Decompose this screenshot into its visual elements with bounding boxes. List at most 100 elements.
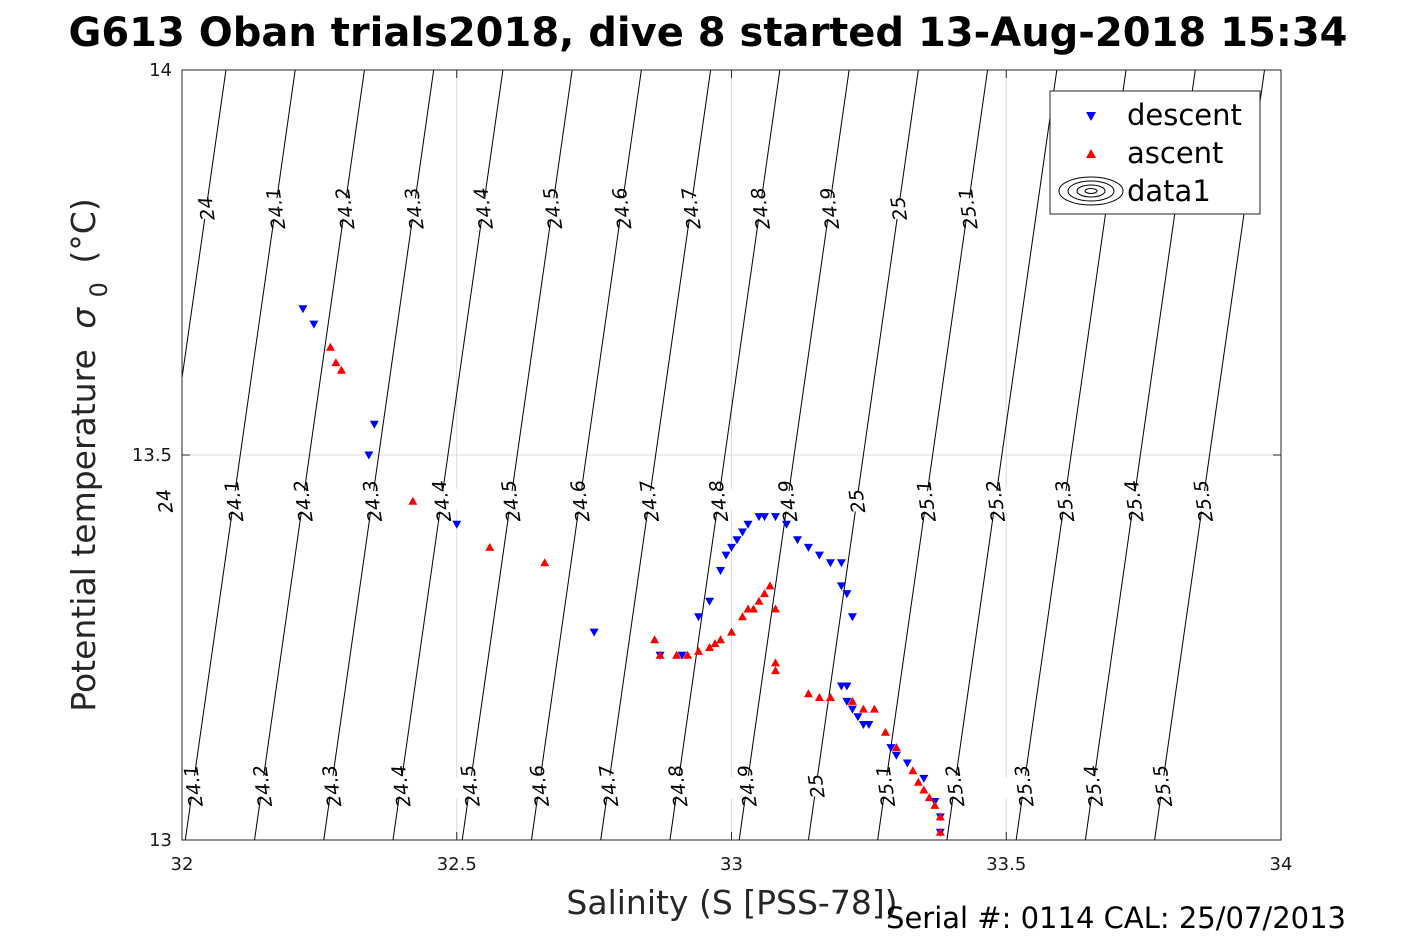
descent-point xyxy=(364,451,374,460)
descent-point xyxy=(902,759,912,768)
contour-label-bg xyxy=(738,195,782,222)
ascent-point xyxy=(683,650,693,659)
ascent-point xyxy=(672,650,682,659)
data-points xyxy=(298,305,945,837)
ascent-point xyxy=(716,635,726,644)
contour-label: 25 xyxy=(805,772,830,799)
contour-label-bg xyxy=(517,773,561,799)
descent-point xyxy=(853,713,863,722)
legend-descent-marker xyxy=(1086,112,1096,121)
contour-label: 24 xyxy=(153,488,178,515)
contour-label-bg xyxy=(946,195,989,222)
contour-label-bg xyxy=(379,773,422,799)
descent-point xyxy=(836,582,846,591)
ascent-point xyxy=(880,727,890,736)
descent-point xyxy=(836,559,846,568)
y-axis-label-subscript: 0 xyxy=(85,282,113,297)
descent-point xyxy=(298,305,308,314)
descent-point xyxy=(847,613,857,622)
contour-label-bg xyxy=(448,773,492,799)
ascent-point xyxy=(930,800,940,809)
ascent-point xyxy=(727,627,736,636)
descent-point xyxy=(694,613,704,622)
contour-label-bg xyxy=(420,488,463,514)
descent-point xyxy=(891,751,901,760)
contour-label-bg xyxy=(974,488,1017,514)
contour-label-bg xyxy=(558,488,602,514)
ascent-point xyxy=(869,704,879,713)
legend-descent-label: descent xyxy=(1127,98,1242,132)
descent-point xyxy=(743,520,753,529)
descent-point xyxy=(770,513,780,522)
descent-point xyxy=(814,551,824,560)
contour-label-bg xyxy=(1071,773,1115,799)
y-axis-label-text: Potential temperature xyxy=(64,349,103,711)
contour-label-bg xyxy=(1141,773,1184,799)
descent-point xyxy=(727,543,736,552)
ascent-point xyxy=(891,743,901,752)
legend-ascent-marker xyxy=(1086,149,1096,158)
isopycnal-line xyxy=(946,70,1058,840)
y-tick-label: 13 xyxy=(149,830,172,851)
contour-label-bg xyxy=(904,488,948,514)
ascent-point xyxy=(655,650,665,659)
ascent-point xyxy=(913,777,923,786)
contour-label-bg xyxy=(323,195,366,222)
ascent-point xyxy=(331,358,341,367)
x-tick-label: 33.5 xyxy=(986,854,1026,875)
legend-ascent-label: ascent xyxy=(1127,136,1223,170)
descent-point xyxy=(732,536,742,545)
contour-label-bg xyxy=(587,773,630,799)
ascent-point xyxy=(325,342,335,351)
contour-label-bg xyxy=(241,773,284,799)
contour-label-bg xyxy=(461,195,505,222)
descent-point xyxy=(864,721,874,729)
ascent-point xyxy=(770,604,780,613)
contour-label-bg xyxy=(212,488,255,514)
contour-label-bg xyxy=(531,195,574,222)
contour-label-bg xyxy=(600,195,643,222)
y-tick-label: 14 xyxy=(149,60,172,81)
descent-point xyxy=(781,520,791,529)
ascent-point xyxy=(336,365,346,374)
descent-point xyxy=(792,536,802,545)
ascent-point xyxy=(765,581,775,590)
descent-point xyxy=(309,320,319,329)
legend-data1-label: data1 xyxy=(1127,174,1211,208)
grid-lines xyxy=(182,70,1281,840)
y-axis-label-symbol: σ xyxy=(64,307,103,329)
series-descent xyxy=(298,305,945,837)
descent-point xyxy=(842,682,852,691)
descent-point xyxy=(721,551,731,560)
contour-label-bg xyxy=(835,488,878,514)
contour-label-bg xyxy=(864,773,907,799)
ascent-point xyxy=(710,639,720,648)
descent-point xyxy=(589,628,599,637)
x-tick-label: 32.5 xyxy=(437,854,477,875)
ascent-point xyxy=(770,658,780,667)
ascent-point xyxy=(754,596,764,605)
descent-point xyxy=(842,590,852,599)
contour-label-bg xyxy=(1002,773,1046,799)
ascent-point xyxy=(540,558,550,567)
descent-point xyxy=(452,520,462,529)
ascent-point xyxy=(935,812,945,821)
contour-label-bg xyxy=(392,195,436,222)
contour-label-bg xyxy=(669,195,713,222)
contour-label-bg xyxy=(1181,488,1225,514)
descent-point xyxy=(759,513,769,522)
ascent-point xyxy=(924,793,934,802)
descent-point xyxy=(842,697,852,706)
contour-label-bg xyxy=(1043,488,1086,514)
ascent-point xyxy=(919,785,929,794)
descent-point xyxy=(716,567,726,575)
contour-label-bg xyxy=(1112,488,1155,514)
descent-point xyxy=(886,744,896,753)
x-axis-label: Salinity (S [PSS-78]) xyxy=(566,883,897,922)
ascent-point xyxy=(737,612,747,621)
ascent-point xyxy=(825,693,835,702)
contour-label-bg xyxy=(808,195,851,222)
contour-label-bg xyxy=(143,488,186,514)
legend: descent ascent data1 xyxy=(1049,90,1261,215)
contour-label-bg xyxy=(877,195,920,222)
